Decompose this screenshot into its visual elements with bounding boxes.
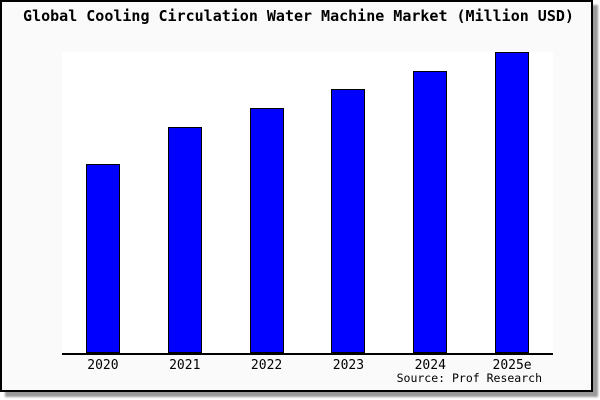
bar-2020 — [85, 164, 120, 353]
x-axis-labels: 2020 2021 2022 2023 2024 2025e — [2, 358, 600, 374]
bar-2023 — [331, 89, 366, 353]
x-tick-label-2020: 2020 — [87, 358, 119, 373]
bar-2021 — [167, 127, 202, 353]
x-tick-label-2025e: 2025e — [492, 358, 532, 373]
x-tick-label-2021: 2021 — [169, 358, 201, 373]
chart-frame: Global Cooling Circulation Water Machine… — [0, 0, 593, 392]
bar-2022 — [249, 108, 284, 353]
x-tick-label-2022: 2022 — [250, 358, 283, 373]
x-tick-label-2023: 2023 — [332, 358, 365, 373]
source-credit: Source: Prof Research — [396, 371, 542, 385]
x-tick-label-2024: 2024 — [414, 358, 446, 373]
bar-2025e — [495, 52, 530, 353]
chart-title: Global Cooling Circulation Water Machine… — [23, 7, 574, 25]
bar-2024 — [413, 71, 448, 353]
plot-area — [62, 52, 553, 355]
